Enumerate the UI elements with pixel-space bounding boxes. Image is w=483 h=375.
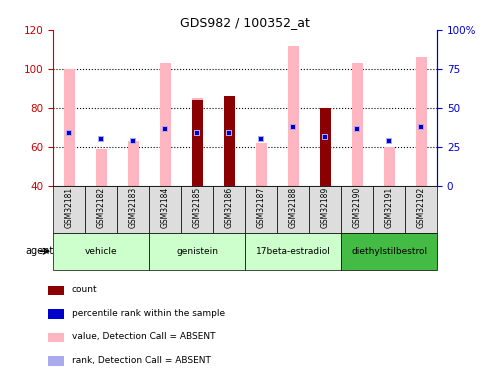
- Text: GSM32183: GSM32183: [128, 187, 138, 228]
- Bar: [213, 186, 245, 232]
- Bar: [64, 69, 75, 186]
- Bar: [224, 96, 235, 186]
- Bar: [53, 186, 85, 232]
- Text: value, Detection Call = ABSENT: value, Detection Call = ABSENT: [71, 332, 215, 341]
- Bar: [192, 100, 203, 186]
- Bar: [341, 232, 437, 270]
- Bar: [96, 148, 107, 186]
- Bar: [47, 286, 64, 296]
- Bar: [373, 186, 405, 232]
- Bar: [277, 186, 309, 232]
- Text: GSM32182: GSM32182: [97, 187, 106, 228]
- Bar: [320, 108, 331, 186]
- Bar: [245, 186, 277, 232]
- Bar: [47, 309, 64, 319]
- Text: count: count: [71, 285, 98, 294]
- Text: GSM32186: GSM32186: [225, 187, 234, 228]
- Bar: [256, 143, 267, 186]
- Bar: [384, 147, 395, 186]
- Bar: [47, 333, 64, 342]
- Bar: [117, 186, 149, 232]
- Text: vehicle: vehicle: [85, 247, 117, 256]
- Text: diethylstilbestrol: diethylstilbestrol: [351, 247, 427, 256]
- Bar: [341, 186, 373, 232]
- Text: GSM32191: GSM32191: [384, 187, 394, 228]
- Bar: [415, 57, 426, 186]
- Text: GSM32181: GSM32181: [65, 187, 73, 228]
- Bar: [47, 356, 64, 366]
- Title: GDS982 / 100352_at: GDS982 / 100352_at: [180, 16, 310, 29]
- Bar: [352, 63, 363, 186]
- Text: GSM32184: GSM32184: [161, 187, 170, 228]
- Bar: [309, 186, 341, 232]
- Text: GSM32190: GSM32190: [353, 187, 362, 228]
- Bar: [128, 141, 139, 186]
- Bar: [287, 46, 298, 186]
- Text: GSM32192: GSM32192: [417, 187, 426, 228]
- Text: percentile rank within the sample: percentile rank within the sample: [71, 309, 225, 318]
- Bar: [85, 186, 117, 232]
- Text: GSM32188: GSM32188: [289, 187, 298, 228]
- Bar: [405, 186, 437, 232]
- Bar: [149, 186, 181, 232]
- Bar: [149, 232, 245, 270]
- Bar: [159, 63, 170, 186]
- Text: genistein: genistein: [176, 247, 218, 256]
- Text: GSM32187: GSM32187: [256, 187, 266, 228]
- Text: 17beta-estradiol: 17beta-estradiol: [256, 247, 330, 256]
- Text: GSM32189: GSM32189: [321, 187, 329, 228]
- Bar: [245, 232, 341, 270]
- Text: agent: agent: [25, 246, 53, 256]
- Bar: [192, 98, 203, 186]
- Text: rank, Detection Call = ABSENT: rank, Detection Call = ABSENT: [71, 356, 211, 364]
- Bar: [320, 108, 331, 186]
- Bar: [53, 232, 149, 270]
- Bar: [181, 186, 213, 232]
- Text: GSM32185: GSM32185: [193, 187, 201, 228]
- Bar: [224, 96, 235, 186]
